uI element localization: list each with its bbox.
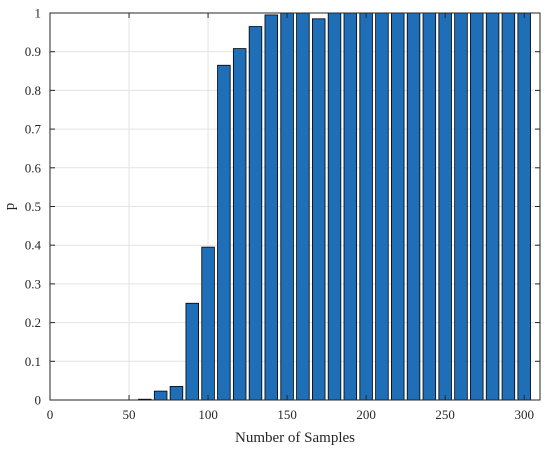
- y-tick-label: 0.3: [25, 276, 41, 291]
- bar-90: [185, 302, 199, 401]
- bar-140: [264, 14, 279, 401]
- bar-210: [375, 12, 389, 401]
- x-axis-label: Number of Samples: [235, 430, 355, 446]
- y-tick-label: 0.2: [25, 315, 41, 330]
- bar-80: [169, 386, 184, 401]
- x-tick-label: 300: [514, 407, 534, 422]
- y-tick-label: 0.5: [25, 199, 41, 214]
- x-tick-label: 150: [277, 407, 297, 422]
- y-tick-label: 0.6: [25, 160, 42, 175]
- bar-200: [359, 12, 373, 401]
- bar-70: [153, 390, 168, 401]
- y-axis-label: p: [2, 203, 18, 211]
- bar-260: [454, 12, 468, 401]
- y-tick-label: 0.7: [25, 122, 42, 137]
- x-tick-label: 0: [47, 407, 54, 422]
- y-tick-label: 0: [35, 393, 42, 408]
- bar-170: [311, 18, 326, 401]
- bar-150: [280, 12, 294, 401]
- y-tick-label: 1: [35, 6, 42, 21]
- bar-100: [201, 246, 215, 401]
- x-tick-label: 200: [356, 407, 376, 422]
- bar-110: [217, 64, 231, 401]
- bar-240: [422, 12, 437, 401]
- bar-180: [327, 12, 342, 401]
- bar-290: [501, 12, 516, 401]
- y-tick-label: 0.1: [25, 354, 41, 369]
- bar-160: [296, 12, 310, 401]
- bar-280: [485, 12, 500, 401]
- bar-190: [343, 12, 358, 401]
- bar-250: [438, 12, 452, 401]
- bar-230: [406, 12, 421, 401]
- x-tick-label: 250: [435, 407, 455, 422]
- bar-220: [391, 12, 405, 401]
- x-tick-label: 100: [198, 407, 218, 422]
- x-tick-label: 50: [123, 407, 136, 422]
- bars: [138, 12, 531, 401]
- y-tick-label: 0.4: [25, 238, 42, 253]
- ticks: 0 50 100 150 200 250 300 0 0.1 0.2 0.3 0.4 0.5 0.6 0.7…: [25, 6, 540, 422]
- bar-130: [248, 26, 263, 401]
- y-tick-label: 0.8: [25, 83, 41, 98]
- y-tick-label: 0.9: [25, 44, 41, 59]
- bar-270: [470, 12, 484, 401]
- bar-300: [517, 12, 531, 401]
- bar-120: [232, 48, 247, 401]
